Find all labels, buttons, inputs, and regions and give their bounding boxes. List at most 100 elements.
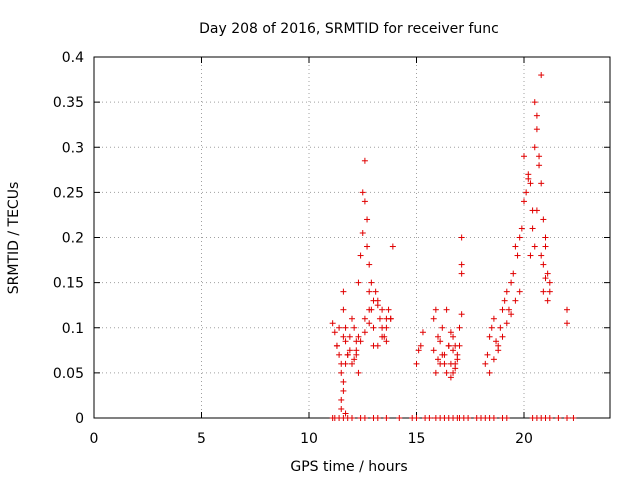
data-point xyxy=(430,347,437,354)
data-point xyxy=(361,157,368,164)
data-point xyxy=(370,342,377,349)
data-point xyxy=(533,207,540,214)
data-point xyxy=(342,324,349,331)
data-point xyxy=(542,243,549,250)
data-point xyxy=(379,333,386,340)
data-point xyxy=(437,338,444,345)
data-point xyxy=(512,297,519,304)
x-tick-label: 0 xyxy=(90,431,99,447)
data-point xyxy=(385,306,392,313)
data-point xyxy=(570,415,577,421)
data-point xyxy=(435,333,441,340)
data-point xyxy=(432,306,439,313)
data-point xyxy=(437,360,444,367)
data-point xyxy=(495,347,502,354)
data-point xyxy=(329,320,336,327)
data-point xyxy=(366,306,373,313)
data-point xyxy=(490,415,497,421)
data-point xyxy=(374,415,381,421)
data-point xyxy=(331,329,338,336)
data-point xyxy=(533,126,540,133)
data-point xyxy=(370,324,377,331)
y-tick-label: 0.35 xyxy=(53,95,84,111)
data-point xyxy=(340,378,347,385)
data-point xyxy=(527,180,534,187)
data-point xyxy=(512,243,519,250)
data-points xyxy=(329,72,577,421)
data-point xyxy=(538,252,545,259)
data-point xyxy=(538,180,545,187)
data-point xyxy=(366,320,373,327)
data-point xyxy=(340,387,347,394)
data-point xyxy=(458,234,465,241)
data-point xyxy=(387,315,394,322)
data-point xyxy=(361,329,368,336)
data-point xyxy=(447,329,454,336)
data-point xyxy=(336,351,343,358)
data-point xyxy=(527,252,534,259)
data-point xyxy=(533,112,540,119)
y-tick-label: 0.4 xyxy=(62,50,84,66)
data-point xyxy=(355,333,362,340)
data-point xyxy=(340,333,347,340)
data-point xyxy=(340,306,347,313)
data-point xyxy=(458,261,465,268)
data-point xyxy=(366,261,373,268)
data-point xyxy=(383,324,390,331)
data-point xyxy=(499,306,506,313)
data-point xyxy=(396,415,403,421)
data-point xyxy=(458,270,465,277)
data-point xyxy=(344,351,351,358)
data-point xyxy=(435,356,441,363)
data-point xyxy=(521,198,527,205)
data-point xyxy=(357,252,364,259)
data-point xyxy=(542,234,549,241)
data-point xyxy=(505,306,512,313)
data-point xyxy=(521,153,527,160)
data-point xyxy=(342,410,349,417)
data-point xyxy=(389,243,396,250)
data-point xyxy=(465,415,472,421)
data-point xyxy=(443,306,450,313)
data-point xyxy=(518,225,525,232)
data-point xyxy=(499,333,506,340)
data-point xyxy=(342,360,349,367)
data-point xyxy=(529,225,536,232)
data-point xyxy=(355,279,362,286)
data-point xyxy=(346,347,353,354)
y-tick-label: 0.15 xyxy=(53,276,84,292)
y-tick-label: 0.3 xyxy=(62,140,84,156)
data-point xyxy=(486,369,493,376)
data-point xyxy=(417,342,424,349)
data-point xyxy=(536,162,543,169)
data-point xyxy=(366,288,373,295)
data-point xyxy=(364,243,371,250)
data-point xyxy=(564,415,570,421)
data-point xyxy=(546,279,553,286)
x-tick-label: 15 xyxy=(408,431,426,447)
data-point xyxy=(450,369,457,376)
data-point xyxy=(482,360,489,367)
data-point xyxy=(450,333,457,340)
grid-lines xyxy=(94,57,610,418)
data-point xyxy=(516,234,523,241)
data-point xyxy=(351,324,358,331)
data-point xyxy=(361,415,368,421)
data-point xyxy=(536,153,543,160)
data-point xyxy=(540,216,547,223)
data-point xyxy=(338,369,345,376)
data-point xyxy=(372,288,379,295)
y-tick-label: 0.2 xyxy=(62,231,84,247)
data-point xyxy=(413,415,420,421)
data-point xyxy=(488,324,495,331)
data-point xyxy=(374,297,381,304)
data-point xyxy=(415,347,422,354)
data-point xyxy=(486,333,493,340)
data-point xyxy=(508,311,515,318)
data-point xyxy=(353,351,360,358)
data-point xyxy=(540,288,547,295)
data-point xyxy=(368,279,375,286)
y-tick-label: 0.25 xyxy=(53,185,84,201)
data-point xyxy=(364,216,371,223)
